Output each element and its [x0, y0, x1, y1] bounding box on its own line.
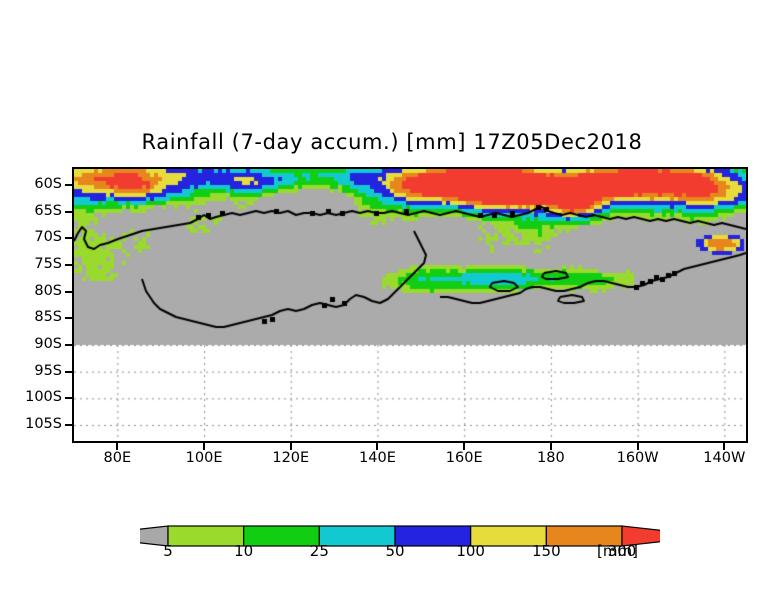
- x-tick-mark: [116, 443, 119, 450]
- x-tick-mark: [289, 443, 292, 450]
- y-tick-label: 105S: [25, 416, 62, 432]
- y-tick-mark: [65, 317, 72, 320]
- y-tick-mark: [65, 397, 72, 400]
- x-tick-label: 100E: [185, 450, 223, 466]
- x-tick-mark: [376, 443, 379, 450]
- colorbar-unit-label: [mm]: [597, 542, 638, 560]
- y-tick-label: 90S: [34, 336, 62, 352]
- x-tick-mark: [549, 443, 552, 450]
- x-tick-label: 140E: [359, 450, 396, 466]
- y-tick-label: 70S: [34, 229, 62, 246]
- y-tick-label: 80S: [34, 282, 62, 299]
- y-tick-label: 75S: [34, 256, 62, 272]
- x-tick-mark: [463, 443, 466, 450]
- colorbar-tick-label: 5: [163, 542, 173, 560]
- rainfall-raster: [74, 169, 746, 441]
- colorbar[interactable]: [140, 518, 660, 578]
- y-tick-mark: [65, 290, 72, 293]
- x-tick-mark: [203, 443, 206, 450]
- x-tick-label: 120E: [272, 450, 310, 466]
- y-tick-label: 60S: [34, 176, 62, 192]
- x-tick-label: 180: [537, 450, 565, 466]
- y-tick-mark: [65, 237, 72, 240]
- x-tick-label: 140W: [703, 450, 746, 466]
- colorbar-segment-above-300: [621, 525, 660, 547]
- colorbar-tick-label: 10: [234, 542, 254, 560]
- y-tick-mark: [65, 344, 72, 346]
- y-tick-label: 95S: [34, 362, 62, 379]
- colorbar-tick-label: 50: [385, 542, 405, 560]
- y-tick-mark: [65, 264, 72, 266]
- x-tick-label: 160E: [445, 450, 483, 466]
- colorbar-swatches: [140, 525, 660, 547]
- colorbar-tick-label: 150: [532, 542, 561, 560]
- colorbar-tick-label: 25: [309, 542, 329, 560]
- x-tick-label: 80E: [103, 450, 132, 466]
- colorbar-tick-label: 100: [456, 542, 485, 560]
- y-tick-label: 100S: [25, 389, 62, 406]
- x-tick-mark: [636, 443, 639, 450]
- page-title: Rainfall (7-day accum.) [mm] 17Z05Dec201…: [141, 130, 643, 154]
- y-tick-label: 85S: [34, 309, 62, 326]
- y-tick-mark: [65, 424, 72, 426]
- y-tick-mark: [65, 370, 72, 373]
- y-tick-mark: [65, 184, 72, 186]
- y-tick-label: 65S: [34, 202, 62, 219]
- x-tick-label: 160W: [616, 450, 659, 466]
- colorbar-tick-label: 300: [607, 542, 637, 560]
- y-tick-mark: [65, 210, 72, 213]
- map-plot-area[interactable]: [72, 167, 748, 443]
- x-tick-mark: [723, 443, 726, 450]
